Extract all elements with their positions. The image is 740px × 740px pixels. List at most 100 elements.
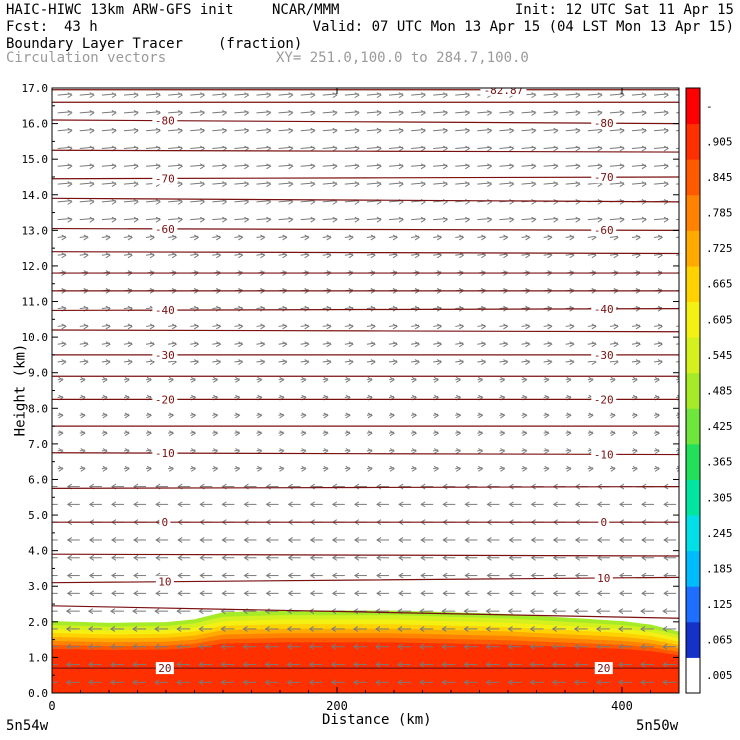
vector-arrowhead	[260, 252, 266, 259]
vector-arrowhead	[301, 448, 307, 454]
vector-arrowhead	[221, 590, 227, 597]
vector-arrowhead	[155, 198, 161, 205]
isotherm-label-bg	[152, 304, 178, 317]
vector-arrowhead	[478, 465, 484, 472]
vector-arrowhead	[354, 127, 360, 134]
vector-arrowhead	[641, 92, 647, 99]
vector-arrowhead	[595, 608, 602, 615]
vector-arrowhead	[46, 573, 50, 578]
vector-arrowhead	[508, 537, 514, 543]
vector-arrowhead	[124, 430, 130, 437]
vector-arrowhead	[308, 679, 315, 686]
vector-arrowhead	[433, 465, 440, 472]
vector-arrowhead	[500, 412, 506, 419]
vector-arrowhead	[503, 252, 509, 259]
vector-arrowhead	[420, 501, 426, 508]
vector-arrowhead	[487, 127, 493, 134]
vector-arrowhead	[574, 537, 581, 543]
vector-arrowhead	[375, 679, 381, 686]
vector-arrowhead	[304, 305, 310, 312]
colorbar-swatch	[686, 550, 700, 587]
vector-arrowhead	[133, 181, 139, 188]
vector-arrow	[676, 343, 679, 345]
vector-arrowhead	[566, 430, 572, 437]
vector-arrowhead	[442, 483, 448, 490]
vector-arrowhead	[199, 501, 205, 508]
vector-arrowhead	[133, 572, 139, 579]
vector-arrowhead	[288, 163, 294, 170]
vector-arrowhead	[304, 234, 310, 241]
vector-arrowhead	[619, 127, 625, 134]
vector-arrowhead	[287, 501, 293, 508]
colorbar-swatch	[686, 372, 700, 409]
isotherm-label-bg	[152, 393, 178, 406]
vector-arrow	[676, 254, 679, 256]
field-units: (fraction)	[218, 36, 303, 52]
vector-arrowhead	[392, 305, 398, 312]
vector-arrowhead	[553, 163, 559, 170]
vector-arrowhead	[67, 109, 73, 116]
vector-arrowhead	[243, 501, 249, 508]
vector-arrowhead	[551, 661, 557, 668]
vector-arrowhead	[309, 572, 316, 579]
vector-arrowhead	[177, 554, 183, 561]
vector-arrowhead	[260, 234, 266, 241]
vector-arrowhead	[553, 198, 559, 205]
vector-arrowhead	[124, 465, 130, 472]
vector-arrowhead	[552, 501, 558, 508]
vector-arrowhead	[375, 626, 381, 632]
vector-arrowhead	[632, 412, 638, 419]
vector-arrowhead	[87, 643, 94, 650]
colorbar-label: .485	[706, 385, 733, 398]
vector-arrowhead	[176, 608, 182, 615]
vector-arrowhead	[597, 216, 603, 223]
isotherm-label-bg	[591, 224, 617, 237]
vector-arrowhead	[111, 501, 117, 508]
vector-arrowhead	[87, 661, 94, 668]
vector-arrowhead	[266, 145, 272, 152]
vector-arrowhead	[588, 430, 594, 437]
vector-arrowhead	[171, 252, 178, 259]
vector-arrowhead	[243, 554, 249, 561]
colorbar-label: .665	[706, 278, 733, 291]
vector-arrowhead	[595, 679, 602, 686]
vector-arrowhead	[654, 376, 661, 383]
vector-arrowhead	[67, 181, 73, 188]
vector-arrowhead	[282, 305, 288, 312]
vector-arrowhead	[680, 288, 684, 293]
vector-arrowhead	[420, 109, 427, 116]
vector-arrowhead	[481, 359, 487, 365]
isotherm-label: 0	[162, 516, 169, 529]
vector-arrowhead	[105, 234, 111, 241]
isotherm-line	[52, 485, 679, 489]
y-tick-label: 12.0	[22, 260, 49, 273]
colorbar-swatch	[686, 408, 700, 445]
vector-arrowhead	[242, 626, 248, 632]
vector-arrowhead	[323, 412, 329, 419]
vector-arrowhead	[463, 643, 469, 650]
vector-arrowhead	[266, 127, 272, 134]
vector-arrowhead	[266, 216, 272, 223]
vector-arrowhead	[242, 679, 248, 686]
colorbar-label: .845	[706, 171, 733, 184]
vector-arrowhead	[238, 359, 244, 365]
vector-arrowhead	[588, 465, 594, 472]
vector-arrowhead	[676, 448, 679, 454]
vector-arrowhead	[110, 661, 116, 668]
isotherm-label-bg	[152, 348, 178, 361]
vector-arrowhead	[332, 92, 338, 99]
vector-arrowhead	[529, 608, 535, 615]
vector-arrowhead	[389, 430, 395, 437]
vector-arrowhead	[420, 483, 426, 490]
forecast-label: Fcst:	[6, 19, 49, 35]
vector-arrowhead	[680, 306, 684, 311]
vector-arrowhead	[442, 572, 448, 579]
vector-arrowhead	[610, 412, 616, 419]
y-tick-label: 4.0	[28, 545, 48, 558]
vector-arrowhead	[88, 537, 95, 543]
vector-arrowhead	[641, 181, 647, 188]
vector-arrowhead	[111, 554, 117, 561]
vector-arrowhead	[414, 323, 421, 330]
vector-arrowhead	[265, 590, 271, 597]
vector-arrowhead	[301, 430, 307, 437]
